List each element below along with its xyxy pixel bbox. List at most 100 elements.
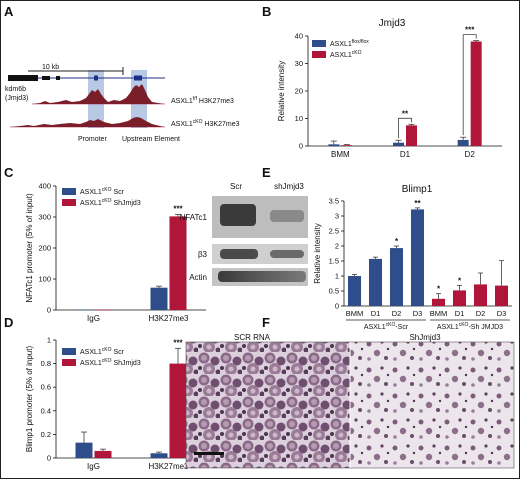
panel-label-a: A xyxy=(4,4,14,19)
panel-label-e: E xyxy=(262,165,271,180)
chart-b-y-tick-label: 40 xyxy=(295,32,303,41)
blot-b3-band-shjmjd3 xyxy=(270,250,304,258)
chart-b-legend-swatch xyxy=(312,51,326,58)
chart-e-y-tick-label: 2.5 xyxy=(329,227,339,236)
micrograph-label-shjmjd3: ShJmjd3 xyxy=(409,333,441,342)
panel-label-d: D xyxy=(4,315,13,330)
chart-c-legend-label: ASXL1cKO ShJmjd3 xyxy=(80,198,141,207)
chart-c-category-label: IgG xyxy=(87,314,100,323)
gene-exons xyxy=(8,75,38,81)
panel-label-f: F xyxy=(262,315,270,330)
chart-e-bar xyxy=(431,298,446,306)
chart-e-category-label: D3 xyxy=(497,309,507,318)
chart-c-significance-label: *** xyxy=(173,205,183,214)
chart-b-bar xyxy=(341,145,353,146)
chart-e-title: Blimp1 xyxy=(402,184,433,195)
chart-b-significance-label: ** xyxy=(402,109,409,118)
panel-label-b: B xyxy=(262,4,271,19)
chart-b-category-label: D2 xyxy=(465,150,476,159)
chart-e-y-tick-label: 0.5 xyxy=(329,287,339,296)
chart-b-legend-swatch xyxy=(312,40,326,47)
chart-c-legend-label: ASXL1cKO Scr xyxy=(80,187,125,196)
blot-row-actin: Actin xyxy=(189,273,207,282)
micrograph-scr-rna xyxy=(186,342,350,468)
chart-e-y-tick-label: 1 xyxy=(335,272,339,281)
chart-d-y-tick-label: 0.2 xyxy=(41,430,51,439)
chart-e-significance-label: * xyxy=(395,237,399,246)
chart-d-legend-swatch xyxy=(62,359,76,366)
panel-f-microscopy: SCR RNA ShJmjd3 xyxy=(185,333,515,469)
chart-b-bar xyxy=(393,142,404,146)
panel-a-genome-browser: 10 kb kdm6b (Jmjd3) ASXL1f/f H3K27me3 AS… xyxy=(5,64,240,143)
chart-e-blimp1: Blimp1 0 0.5 1 1.5 2 2.5 3 3.5 Relative intensity… xyxy=(313,184,512,331)
chart-c-category-label: H3K27me3 xyxy=(148,314,189,323)
chart-b-bar xyxy=(470,41,482,146)
chart-b-significance-bracket xyxy=(398,117,412,139)
chart-c-bar xyxy=(150,287,168,310)
blot-row-b3: β3 xyxy=(198,250,208,259)
chart-d-category-label: IgG xyxy=(87,462,100,471)
chart-c-y-tick-label: 200 xyxy=(38,244,51,253)
blot-actin-band xyxy=(218,271,306,282)
blot-lane-shjmjd3: shJmjd3 xyxy=(274,182,304,191)
panel-label-c: C xyxy=(4,165,14,180)
chart-d-blimp1-promoter: 0 0.2 0.4 0.6 0.8 1 Blimp1 promoter (5% of inp… xyxy=(25,336,206,471)
chart-e-y-tick-label: 3 xyxy=(335,212,339,221)
gene-name: kdm6b xyxy=(5,86,26,93)
chart-d-legend-swatch xyxy=(62,348,76,355)
chart-e-bar xyxy=(347,276,362,306)
chart-c-y-axis-label: NFATc1 promoter (5% of input) xyxy=(25,193,34,303)
chart-c-y-tick-label: 300 xyxy=(38,213,51,222)
panel-e-western-blot: Scr shJmjd3 NFATc1 β3 Actin xyxy=(180,182,308,286)
chart-c-bar xyxy=(75,309,93,311)
chart-b-y-tick-label: 0 xyxy=(299,142,303,151)
chart-d-y-tick-label: 0 xyxy=(47,454,51,463)
chart-d-category-label: H3K27me3 xyxy=(148,462,189,471)
chart-e-bar xyxy=(494,285,509,306)
chart-d-bar xyxy=(94,450,112,458)
blot-lane-scr: Scr xyxy=(230,182,242,191)
chart-d-legend-label: ASXL1cKO Scr xyxy=(80,347,125,356)
chart-e-bar xyxy=(473,284,488,306)
chart-b-bar xyxy=(406,125,417,146)
blot-b3-band-scr xyxy=(220,249,258,259)
chart-c-legend-swatch xyxy=(62,199,76,206)
track-2-signal xyxy=(10,117,165,127)
gene-alias: (Jmjd3) xyxy=(5,95,28,102)
chart-e-category-label: D2 xyxy=(476,309,486,318)
chart-d-significance-label: *** xyxy=(173,338,183,347)
upstream-element-label: Upstream Element xyxy=(122,136,180,143)
chart-b-title: Jmjd3 xyxy=(379,18,406,29)
chart-d-bar xyxy=(150,453,168,458)
chart-e-significance-label: * xyxy=(458,276,462,285)
chart-b-y-axis-label: Relative intensity xyxy=(277,61,286,121)
micrograph-shjmjd3 xyxy=(350,342,514,468)
chart-b-y-tick-label: 20 xyxy=(295,87,303,96)
chart-b-bar xyxy=(457,139,469,146)
chart-b-bar xyxy=(328,144,340,146)
chart-c-y-tick-label: 0 xyxy=(47,306,51,315)
chart-e-bar xyxy=(389,248,404,306)
chart-d-y-axis-label: Blimp1 promoter (5% of input) xyxy=(25,346,34,453)
chart-d-y-tick-label: 0.8 xyxy=(41,359,51,368)
blot-nfatc1-band-shjmjd3 xyxy=(270,210,304,222)
chart-e-y-tick-label: 0 xyxy=(335,302,339,311)
chart-d-y-tick-label: 1 xyxy=(47,336,51,345)
chart-c-nfatc1-promoter: 0 100 200 300 400 NFATc1 promoter (5% of inpu… xyxy=(25,182,206,323)
chart-e-bar xyxy=(368,258,383,306)
track-1-label: ASXL1f/f H3K27me3 xyxy=(171,96,234,105)
chart-e-y-tick-label: 1.5 xyxy=(329,257,339,266)
chart-c-bar xyxy=(94,309,112,311)
chart-e-category-label: BMM xyxy=(430,309,448,318)
chart-b-category-label: BMM xyxy=(331,150,350,159)
chart-e-significance-label: * xyxy=(437,285,441,294)
chart-b-significance-label: *** xyxy=(465,26,475,35)
track-1-signal xyxy=(32,84,165,104)
chart-b-legend-label: ASXL1flox/flox xyxy=(330,39,369,48)
chart-c-y-tick-label: 400 xyxy=(38,182,51,191)
chart-b-y-tick-label: 30 xyxy=(295,59,303,68)
chart-d-bar xyxy=(169,363,187,458)
micrograph-label-scr: SCR RNA xyxy=(234,333,271,342)
chart-d-bar xyxy=(75,442,93,458)
